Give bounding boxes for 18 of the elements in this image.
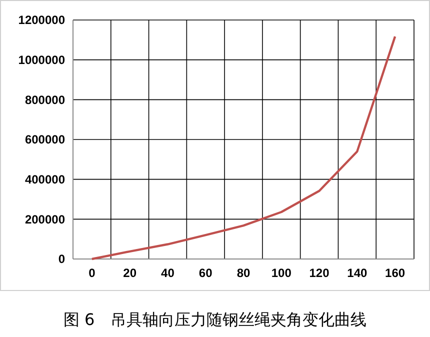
x-tick-label: 120 [309, 266, 330, 280]
x-tick-label: 100 [271, 266, 292, 280]
x-tick-label: 60 [198, 266, 213, 280]
x-tick-label: 40 [161, 266, 175, 280]
x-tick-label: 160 [385, 266, 406, 280]
x-tick-label: 80 [236, 266, 250, 280]
x-tick-label: 140 [347, 266, 368, 280]
y-tick-label: 1200000 [18, 13, 66, 28]
line-series [90, 35, 396, 260]
x-tick-label: 0 [88, 266, 96, 280]
y-tick-label: 400000 [24, 172, 66, 187]
y-tick-label: 800000 [24, 92, 66, 107]
y-tick-label: 0 [58, 252, 66, 266]
text: 图 6 吊具轴向压力随钢丝绳夹角变化曲线 [63, 310, 367, 329]
y-tick-label: 600000 [24, 132, 66, 147]
x-tick-label: 20 [123, 266, 137, 280]
y-tick-label: 1000000 [18, 53, 66, 68]
y-tick-label: 200000 [24, 212, 66, 226]
